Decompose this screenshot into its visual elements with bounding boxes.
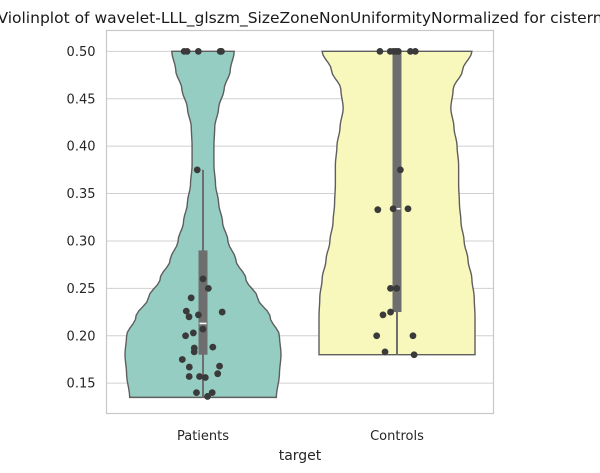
data-point — [182, 332, 189, 340]
data-point — [185, 363, 193, 371]
data-point — [199, 275, 207, 283]
data-point — [182, 307, 190, 315]
data-point — [218, 308, 226, 316]
y-tick-label: 0.15 — [67, 377, 96, 392]
data-point — [404, 205, 412, 213]
iqr-box-controls — [392, 51, 402, 313]
y-tick-label: 0.50 — [67, 45, 96, 60]
y-tick-label: 0.20 — [67, 329, 96, 344]
data-point — [373, 332, 381, 340]
data-point — [216, 362, 223, 370]
data-point — [393, 284, 401, 292]
data-point — [185, 373, 193, 380]
data-point — [410, 351, 418, 359]
data-point — [208, 389, 216, 397]
data-point — [379, 311, 387, 319]
chart-title: Violinplot of wavelet-LLL_glszm_SizeZone… — [0, 9, 600, 28]
data-point — [199, 325, 207, 333]
x-tick-label: Patients — [177, 429, 229, 444]
data-point — [190, 348, 198, 356]
iqr-box-patients — [198, 250, 208, 355]
data-point — [187, 294, 195, 302]
y-tick-label: 0.40 — [67, 140, 96, 155]
data-point — [195, 311, 202, 319]
data-point — [194, 47, 202, 55]
plot-frame — [105, 29, 495, 415]
data-point — [407, 47, 414, 55]
data-point — [196, 373, 203, 380]
data-point — [389, 205, 397, 213]
data-point — [209, 343, 217, 351]
x-tick-labels: Patients Controls — [177, 429, 424, 444]
data-point — [376, 47, 384, 55]
y-tick-label: 0.35 — [67, 187, 96, 202]
data-point — [409, 332, 417, 340]
x-axis-label: target — [279, 448, 322, 464]
data-point — [387, 308, 394, 316]
y-tick-labels: 0.15 0.20 0.25 0.30 0.35 0.40 0.45 0.50 — [67, 45, 96, 392]
data-point — [381, 348, 389, 356]
data-point — [178, 356, 186, 363]
y-tick-label: 0.45 — [67, 92, 96, 107]
data-point — [387, 284, 394, 292]
data-point — [193, 166, 201, 174]
data-point — [217, 47, 225, 55]
y-tick-label: 0.30 — [67, 234, 96, 249]
data-point — [193, 389, 200, 397]
x-tick-label: Controls — [370, 429, 424, 444]
data-point — [183, 47, 191, 55]
data-point — [189, 329, 197, 337]
data-point — [185, 313, 193, 321]
data-point — [204, 284, 212, 292]
violins — [124, 50, 476, 399]
data-point — [411, 47, 419, 55]
data-point — [214, 370, 222, 378]
data-point — [396, 166, 404, 174]
strip-points — [178, 47, 419, 400]
data-point — [204, 393, 211, 400]
data-point — [394, 47, 402, 55]
data-point — [201, 374, 209, 381]
data-point — [374, 206, 382, 214]
y-tick-label: 0.25 — [67, 282, 96, 297]
